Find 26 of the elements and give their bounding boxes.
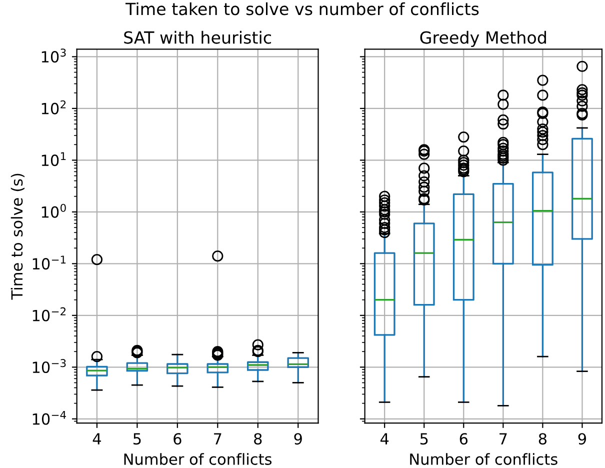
y-tick-label: 10$^{−1}$ [32, 256, 66, 270]
x-tick-label: 9 [294, 433, 302, 445]
x-tick-label: 6 [460, 433, 468, 445]
y-tick-label: 10$^{3}$ [42, 48, 66, 63]
y-tick-label: 10$^{−2}$ [32, 307, 66, 322]
x-tick-label: 4 [380, 433, 389, 444]
x-tick-label: 8 [538, 433, 546, 445]
x-tick-label: 5 [134, 433, 141, 445]
chart-title: SAT with heuristic [124, 30, 272, 44]
text: Time taken to solve vs number of conflicts [125, 2, 479, 16]
x-tick-label: 8 [254, 433, 262, 445]
x-tick-label: 4 [92, 433, 101, 444]
y-tick-label: 10$^{2}$ [42, 100, 66, 114]
x-tick-label: 7 [214, 433, 222, 444]
x-tick-label: 7 [500, 433, 507, 444]
y-tick-label: 10$^{−3}$ [32, 359, 66, 374]
y-tick-label: 10$^{−4}$ [32, 410, 66, 425]
y-axis-title: Time to solve (s) [10, 174, 24, 300]
x-tick-label: 6 [174, 433, 182, 445]
x-axis-title: Number of conflicts [124, 453, 272, 465]
x-axis-title: Number of conflicts [410, 453, 558, 465]
x-tick-label: 5 [420, 433, 428, 445]
y-tick-label: 10$^{0}$ [42, 204, 66, 218]
chart-title: Greedy Method [420, 30, 546, 48]
y-tick-label: 10$^{1}$ [42, 152, 66, 166]
x-tick-label: 9 [578, 433, 586, 445]
